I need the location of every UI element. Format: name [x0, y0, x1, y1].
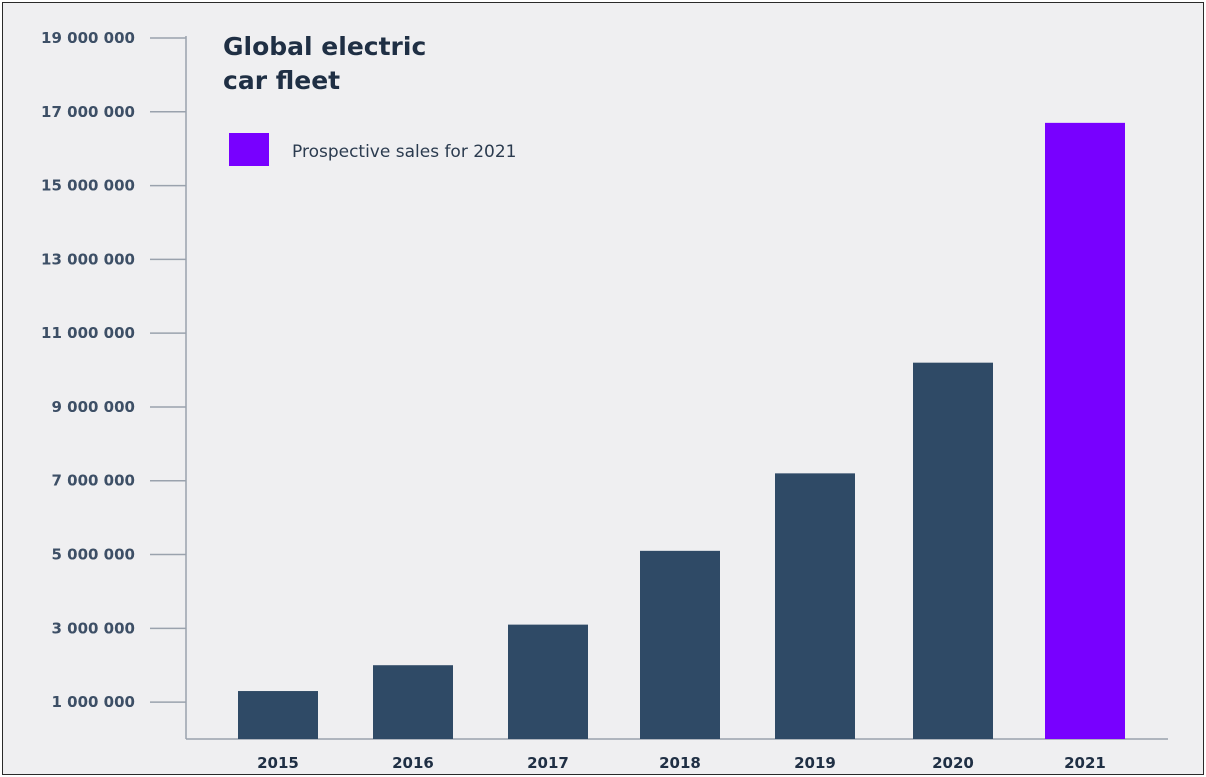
y-tick-label: 3 000 000: [51, 619, 135, 637]
x-tick-label: 2016: [392, 754, 434, 772]
y-tick-label: 11 000 000: [41, 324, 135, 342]
bar-2017: [508, 624, 588, 739]
x-tick-label: 2020: [932, 754, 974, 772]
y-tick-label: 1 000 000: [51, 693, 135, 711]
bar-2019: [775, 473, 855, 739]
x-tick-label: 2019: [794, 754, 836, 772]
x-tick-label: 2018: [659, 754, 701, 772]
x-tick-label: 2015: [257, 754, 299, 772]
bar-2021: [1045, 122, 1125, 739]
chart-title-line-2: car fleet: [223, 66, 340, 95]
bar-2020: [913, 362, 993, 739]
bar-2018: [640, 550, 720, 739]
y-tick-label: 7 000 000: [51, 472, 135, 490]
bar-chart: 1 000 000 3 000 000 5 000 000 7 000 000 9 00…: [41, 29, 1168, 772]
y-ticks: 1 000 000 3 000 000 5 000 000 7 000 000 9 00…: [41, 29, 186, 711]
x-tick-label: 2017: [527, 754, 569, 772]
y-tick-label: 5 000 000: [51, 546, 135, 564]
y-tick-label: 15 000 000: [41, 177, 135, 195]
legend-label: Prospective sales for 2021: [292, 142, 517, 162]
y-tick-label: 19 000 000: [41, 29, 135, 47]
legend-swatch: [229, 133, 269, 166]
y-tick-label: 17 000 000: [41, 103, 135, 121]
bar-2016: [373, 665, 453, 739]
y-tick-label: 13 000 000: [41, 250, 135, 268]
bar-2015: [238, 691, 318, 739]
x-labels: 2015 2016 2017 2018 2019 2020 2021: [257, 754, 1106, 772]
x-tick-label: 2021: [1064, 754, 1106, 772]
y-tick-label: 9 000 000: [51, 398, 135, 416]
bars: [238, 122, 1125, 739]
chart-title-line-1: Global electric: [223, 32, 426, 61]
